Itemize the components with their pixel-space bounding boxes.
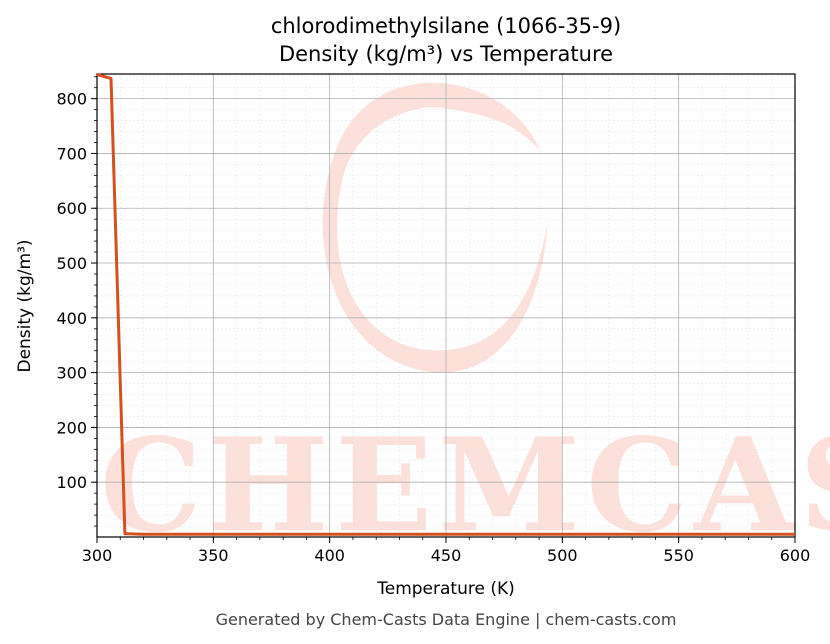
watermark-logo-accent — [410, 101, 535, 140]
y-tick-label: 600 — [56, 199, 87, 218]
y-axis-ticks: 100 200 300 400 500 600 700 800 — [56, 76, 97, 527]
y-tick-label: 700 — [56, 144, 87, 163]
x-tick-label: 300 — [82, 546, 113, 565]
x-axis-ticks: 300 350 400 450 500 550 600 — [82, 537, 811, 565]
x-tick-label: 600 — [780, 546, 811, 565]
x-tick-label: 500 — [547, 546, 578, 565]
footer-credit: Generated by Chem-Casts Data Engine | ch… — [216, 610, 677, 629]
y-tick-label: 500 — [56, 254, 87, 273]
y-tick-label: 200 — [56, 418, 87, 437]
density-series-line — [96, 73, 795, 536]
y-tick-label: 300 — [56, 364, 87, 383]
y-axis-label: Density (kg/m³) — [15, 239, 35, 372]
x-tick-label: 400 — [314, 546, 345, 565]
watermark-text: CHEMCASTS — [100, 411, 830, 561]
chemcasts-watermark: CHEMCASTS — [100, 82, 830, 561]
x-axis-label: Temperature (K) — [376, 579, 515, 599]
x-tick-label: 550 — [663, 546, 694, 565]
y-tick-label: 400 — [56, 309, 87, 328]
y-tick-label: 100 — [56, 473, 87, 492]
chart-subtitle: Density (kg/m³) vs Temperature — [279, 42, 613, 66]
y-tick-label: 800 — [56, 90, 87, 109]
x-tick-label: 450 — [431, 546, 462, 565]
chart-title: chlorodimethylsilane (1066-35-9) — [271, 14, 621, 38]
x-tick-label: 350 — [198, 546, 229, 565]
series-layer — [96, 73, 795, 536]
